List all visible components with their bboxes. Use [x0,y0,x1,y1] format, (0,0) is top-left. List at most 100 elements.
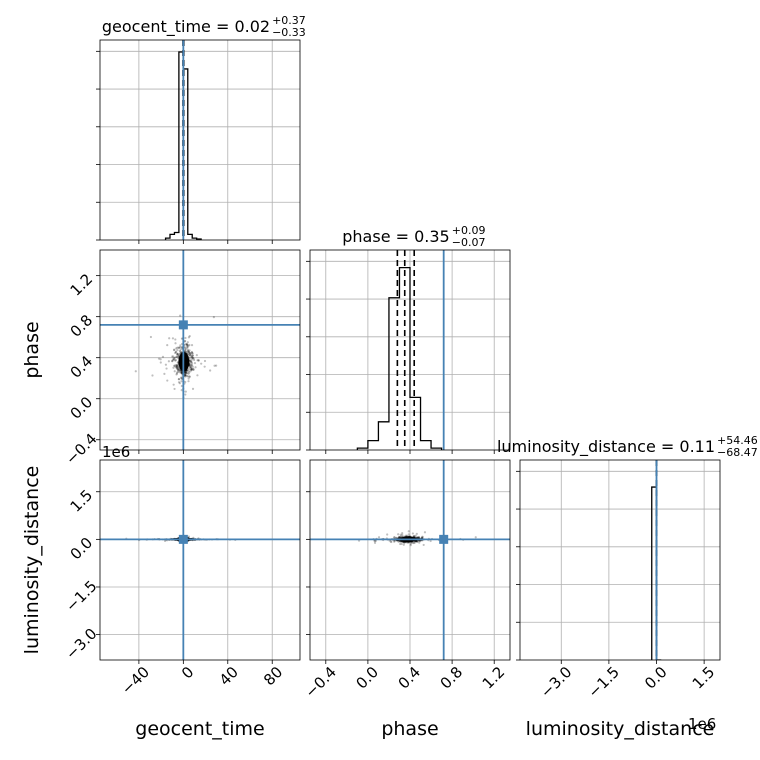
sample-point [176,367,179,371]
sample-point [183,372,187,375]
y-tick-label: 0.8 [67,311,97,341]
sample-point [185,372,188,375]
sample-point [187,350,190,354]
sample-point [192,368,195,371]
sample-point [197,359,200,362]
sample-point [175,365,178,368]
sample-point [184,371,187,374]
title-text: phase = 0.35 [342,227,449,246]
sample-point [200,362,203,365]
sample-point [177,368,180,372]
sample-point [197,359,200,362]
sample-point [188,375,191,378]
sample-point [190,362,194,365]
sample-point [175,364,178,367]
sample-point [398,536,401,539]
sample-point [174,351,177,355]
sample-point [407,533,410,536]
y-tick-label: −3.0 [62,625,100,663]
sample-point [403,541,406,545]
panel-luminosity_distance-vs-luminosity_distance: −3.0 −1.5 0.0 1.5 [516,459,721,701]
sample-point [409,544,412,547]
sample-point [196,359,199,362]
sample-point [404,534,408,537]
y-offset-text: 1e6 [102,443,130,461]
sample-point [203,359,207,363]
panel-luminosity_distance-vs-phase: −0.4 0.0 0.4 0.8 1.2 [301,459,511,701]
x-tick-label: 40 [216,663,242,689]
sample-point [188,335,191,338]
sample-point [179,352,182,355]
sample-point [180,380,183,383]
sample-point [171,358,174,361]
sample-point [171,355,174,358]
sample-point [173,364,176,368]
sample-point [189,354,192,357]
sample-point [420,536,424,539]
sample-point [397,536,400,539]
sample-point [415,539,418,542]
sample-point [184,393,187,396]
x-tick-label: −0.4 [301,663,339,701]
sample-point [191,354,194,357]
sample-point [179,344,182,347]
sample-point [186,343,189,346]
sample-point [185,351,188,354]
y-axis-label-luminosity_distance: luminosity_distance [21,466,43,655]
sample-point [184,373,187,376]
sample-point [174,350,178,353]
panel-title-luminosity_distance: luminosity_distance = 0.11 +54.46−68.47 [497,434,758,459]
sample-point [190,367,194,371]
x-tick-label: 0 [178,663,197,682]
sample-point [190,351,193,354]
sample-point [190,344,194,347]
x-tick-label: 0.4 [395,663,425,693]
sample-point [374,539,377,542]
sample-point [173,387,176,391]
x-tick-label: −40 [118,663,153,698]
sample-point [184,336,187,340]
sample-point [192,368,195,371]
x-offset-text: 1e6 [688,715,716,733]
sample-point [177,365,180,369]
sample-point [414,539,417,543]
sample-point [188,343,191,347]
sample-point [177,377,180,381]
sample-point [188,371,191,374]
sample-point [185,342,188,346]
title-text: luminosity_distance = 0.11 [497,437,715,457]
sample-point [177,370,180,374]
sample-point [174,359,177,362]
sample-point [399,533,402,536]
sample-point [184,372,188,375]
sample-point [176,366,180,369]
sample-point [177,346,180,349]
sample-point [193,361,197,365]
x-axis-label-phase: phase [381,718,438,740]
sample-point [373,540,376,543]
sample-point [412,535,415,538]
sample-point [183,346,187,349]
sample-point [183,374,186,377]
sample-point [187,372,190,375]
sample-point [180,346,183,349]
sample-point [177,354,180,357]
sample-point [184,339,187,343]
sample-point [190,360,193,363]
panel-content [164,40,202,240]
sample-point [191,367,195,370]
sample-point [188,351,191,355]
sample-point [474,536,477,539]
histogram-step [356,266,443,450]
sample-point [172,366,175,369]
x-tick-label: −3.0 [537,663,575,701]
sample-point [186,346,189,349]
sample-point [415,536,418,539]
sample-point [184,347,188,350]
y-tick-label: 1.2 [67,270,97,300]
sample-point [188,356,191,360]
sample-point [176,371,179,374]
sample-point [397,540,400,543]
sample-point [398,535,401,539]
sample-point [393,539,396,543]
